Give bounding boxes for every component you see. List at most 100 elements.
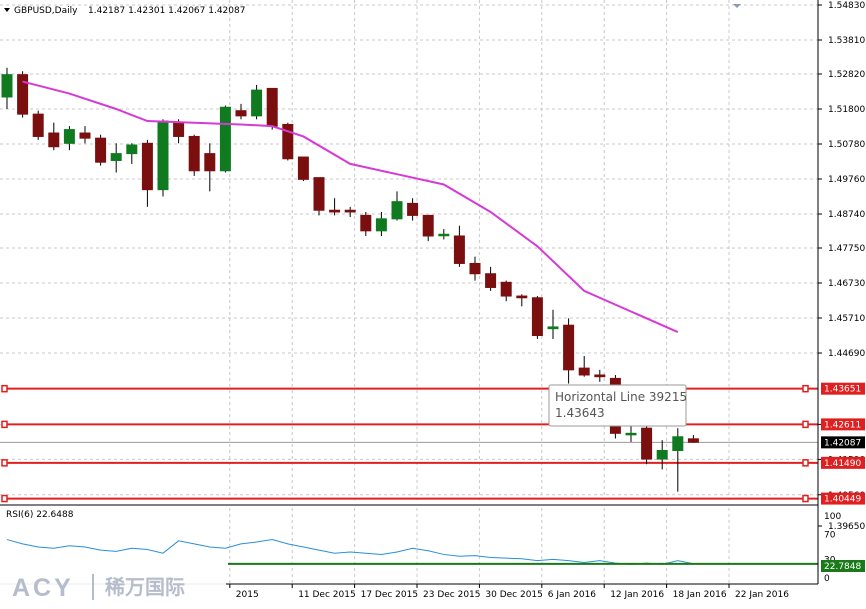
horizontal-line-price-box bbox=[821, 382, 865, 395]
candle-bull bbox=[391, 201, 403, 220]
rsi-current-box bbox=[821, 560, 865, 572]
candle-bear bbox=[687, 438, 699, 443]
price-tick-label: 1.45710 bbox=[828, 314, 865, 324]
candle-bear bbox=[204, 153, 216, 172]
date-tick-label: 2015 bbox=[236, 590, 259, 600]
candle-bear bbox=[266, 87, 278, 127]
rsi-current-label: 22.7848 bbox=[824, 562, 861, 572]
candle-bear bbox=[563, 324, 575, 371]
line-handle-right bbox=[802, 420, 809, 429]
rsi-tick-label: 100 bbox=[824, 512, 841, 522]
rsi-line bbox=[6, 539, 694, 565]
date-tick-label: 22 Jan 2016 bbox=[735, 590, 789, 600]
shift-marker-icon[interactable] bbox=[733, 4, 741, 8]
price-tick-label: 1.49760 bbox=[828, 175, 865, 185]
price-tick-label: 1.39650 bbox=[828, 522, 865, 532]
rsi-tick-label: 70 bbox=[824, 531, 836, 541]
candle-bull bbox=[375, 218, 387, 232]
moving-average-line bbox=[22, 80, 679, 333]
horizontal-line-price-box bbox=[821, 456, 865, 469]
candle-bull bbox=[251, 89, 263, 117]
candle-bear bbox=[360, 214, 372, 232]
candle-bear bbox=[297, 156, 309, 180]
date-axis: 2015 11 Dec 2015 17 Dec 2015 23 Dec 2015 30 … bbox=[229, 584, 789, 600]
candle-bear bbox=[422, 214, 434, 237]
logo-brand: ACY bbox=[12, 574, 74, 602]
line-handle-right bbox=[802, 494, 809, 503]
chart-symbol: GBPUSD,Daily bbox=[14, 6, 78, 16]
candle-bull bbox=[157, 120, 169, 191]
line-handle-right bbox=[802, 384, 809, 393]
candle-bull bbox=[110, 153, 122, 161]
candle-bear bbox=[641, 427, 653, 460]
date-tick-label: 6 Jan 2016 bbox=[548, 590, 596, 600]
horizontal-line-price-label: 1.41490 bbox=[824, 459, 861, 469]
candle-bear bbox=[344, 209, 356, 213]
candle-bull bbox=[438, 233, 450, 237]
candle-bull bbox=[219, 106, 231, 172]
date-tick-label: 18 Jan 2016 bbox=[673, 590, 727, 600]
candle-bear bbox=[173, 122, 185, 137]
price-tick-label: 1.48740 bbox=[828, 210, 865, 220]
price-tick-label: 1.54830 bbox=[828, 1, 865, 11]
line-handle-left bbox=[1, 384, 8, 393]
candle-bear bbox=[141, 142, 153, 191]
tooltip-value: 1.43643 bbox=[555, 406, 605, 420]
candle-bear bbox=[95, 137, 107, 163]
date-tick-label: 12 Jan 2016 bbox=[610, 590, 664, 600]
acy-logo: ACY 稀万国际 bbox=[0, 563, 226, 609]
price-tick-label: 1.50780 bbox=[828, 140, 865, 150]
line-tooltip: Horizontal Line 39215 1.43643 bbox=[548, 384, 687, 427]
candle-bear bbox=[531, 297, 543, 337]
candle-bear bbox=[407, 202, 419, 216]
candle-bear bbox=[485, 273, 497, 288]
horizontal-lines[interactable]: 1.43651 1.42611 1.41490 1.40449 bbox=[1, 382, 865, 505]
current-price-label: 1.42087 bbox=[824, 438, 861, 448]
line-handle-left bbox=[1, 420, 8, 429]
candle-bear bbox=[313, 177, 325, 211]
line-handle-left bbox=[1, 494, 8, 503]
line-handle-right bbox=[802, 459, 809, 467]
candle-bull bbox=[547, 326, 559, 330]
candle-bear bbox=[235, 110, 247, 117]
horizontal-line-price-box bbox=[821, 492, 865, 505]
chart-ohlc: 1.42187 1.42301 1.42067 1.42087 bbox=[88, 6, 245, 16]
candle-bull bbox=[625, 432, 637, 436]
price-tick-label: 1.53810 bbox=[828, 36, 865, 46]
line-handle-left bbox=[1, 459, 8, 467]
rsi-tick-label: 0 bbox=[824, 574, 830, 584]
horizontal-line-price-label: 1.43651 bbox=[824, 385, 861, 395]
candle-bear bbox=[282, 123, 294, 160]
candle-bear bbox=[188, 135, 200, 172]
candle-bear bbox=[578, 367, 590, 376]
price-tick-label: 1.52820 bbox=[828, 70, 865, 80]
candle-bull bbox=[126, 144, 138, 155]
candle-bear bbox=[79, 132, 91, 139]
candle-bull bbox=[1, 74, 13, 98]
candle-bull bbox=[63, 129, 75, 144]
candle-bear bbox=[32, 113, 44, 137]
rsi-label: RSI(6) 22.6488 bbox=[6, 510, 74, 520]
horizontal-line-price-label: 1.42611 bbox=[824, 420, 861, 430]
candle-bull bbox=[656, 449, 668, 460]
date-tick-label: 17 Dec 2015 bbox=[361, 590, 419, 600]
candle-bear bbox=[48, 132, 60, 148]
logo-chinese: 稀万国际 bbox=[105, 575, 185, 599]
date-tick-label: 11 Dec 2015 bbox=[298, 590, 356, 600]
date-tick-label: 30 Dec 2015 bbox=[485, 590, 543, 600]
dropdown-triangle-icon[interactable] bbox=[4, 8, 10, 12]
candle-bear bbox=[453, 235, 465, 264]
price-tick-label: 1.46730 bbox=[828, 279, 865, 289]
horizontal-line-price-box bbox=[821, 418, 865, 431]
price-tick-label: 1.51800 bbox=[828, 105, 865, 115]
candle-bear bbox=[329, 209, 341, 213]
price-tick-label: 1.47750 bbox=[828, 244, 865, 254]
candle-bear bbox=[516, 295, 528, 299]
current-price-marker: 1.42087 bbox=[821, 436, 865, 449]
candle-bull bbox=[672, 436, 684, 451]
price-tick-label: 1.44690 bbox=[828, 349, 865, 359]
horizontal-line-price-label: 1.40449 bbox=[824, 495, 861, 505]
candle-bear bbox=[500, 281, 512, 297]
